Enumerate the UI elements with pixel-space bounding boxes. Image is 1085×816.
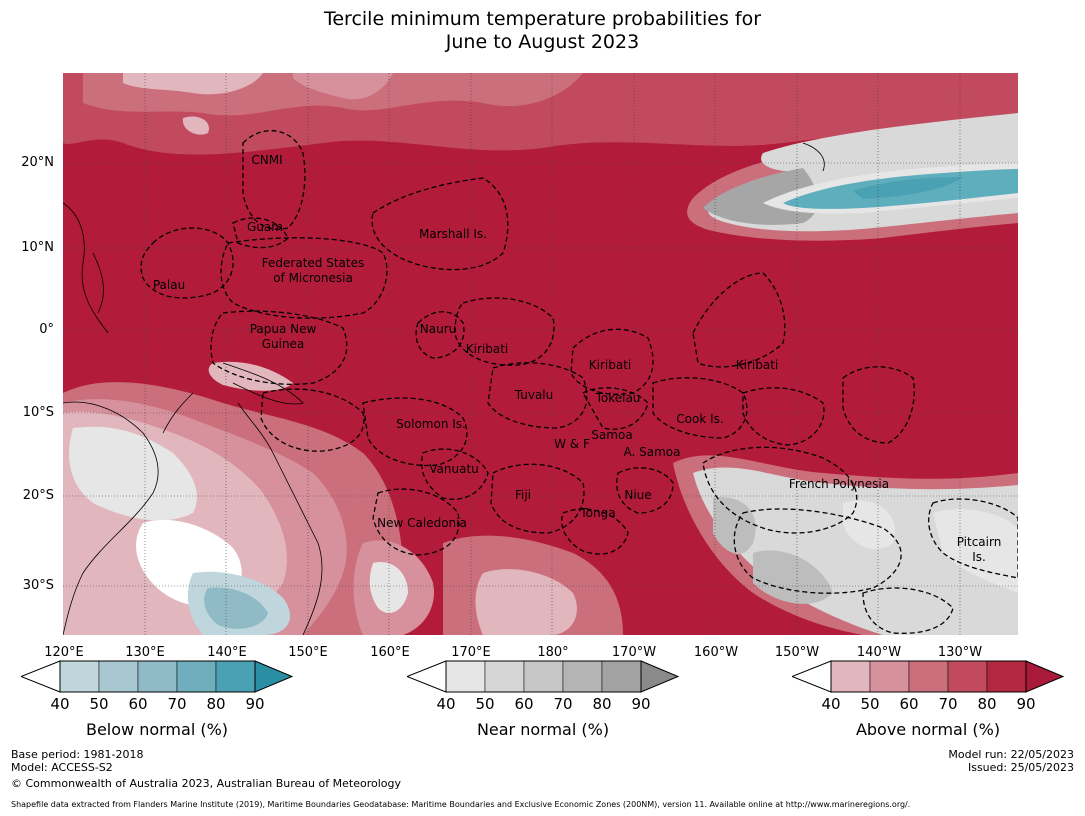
issued-date: Issued: 25/05/2023: [967, 761, 1074, 774]
region-label-tonga: Tonga: [580, 506, 616, 520]
region-label-vanuatu: Vanuatu: [429, 462, 479, 476]
lat-label: 30°S: [22, 578, 54, 593]
colorbar-tick: 50: [860, 695, 880, 713]
region-label-palau: Palau: [152, 278, 186, 292]
region-label-new-caledonia: New Caledonia: [377, 516, 467, 530]
map-shading: [63, 73, 1018, 635]
colorbar-below-swatches: [21, 660, 293, 693]
colorbar-tick: 70: [167, 695, 187, 713]
region-label-pitcairn-1: Pitcairn: [956, 535, 1002, 549]
colorbar-near-swatches: [407, 660, 679, 693]
lon-label: 150°E: [288, 645, 328, 660]
lon-label: 130°E: [125, 645, 165, 660]
colorbar-near-label: Near normal (%): [476, 720, 610, 739]
title-line-2: June to August 2023: [445, 31, 640, 53]
lat-label: 0°: [39, 322, 54, 337]
probability-map: CNMI Guam Marshall Is. Federated States …: [63, 73, 1018, 635]
lon-label: 140°W: [856, 645, 902, 660]
lon-label: 180°: [537, 645, 569, 660]
colorbar-tick: 90: [631, 695, 651, 713]
lon-label: 170°W: [611, 645, 657, 660]
lat-label: 20°S: [22, 488, 54, 503]
lat-label: 10°N: [21, 240, 54, 255]
lon-label: 160°E: [370, 645, 410, 660]
colorbar-tick: 40: [821, 695, 841, 713]
colorbar-tick: 90: [1016, 695, 1036, 713]
region-label-nauru: Nauru: [419, 322, 457, 336]
region-label-samoa: Samoa: [591, 428, 633, 442]
region-label-french-polynesia: French Polynesia: [788, 477, 890, 491]
region-label-niue: Niue: [624, 488, 652, 502]
colorbar-tick: 70: [938, 695, 958, 713]
region-label-tokelau: Tokelau: [595, 391, 641, 405]
title-line-1: Tercile minimum temperature probabilitie…: [323, 8, 762, 30]
region-label-fsm-2: of Micronesia: [273, 271, 353, 285]
region-label-wallis-futuna: W & F: [554, 437, 590, 451]
region-label-tuvalu: Tuvalu: [514, 388, 554, 402]
region-label-marshall: Marshall Is.: [419, 227, 487, 241]
region-label-american-samoa: A. Samoa: [623, 445, 681, 459]
colorbar-tick: 40: [50, 695, 70, 713]
region-label-cnmi: CNMI: [251, 153, 283, 167]
model-run: Model run: 22/05/2023: [948, 748, 1074, 761]
region-label-fsm-1: Federated States: [261, 256, 365, 270]
region-label-kiribati-central: Kiribati: [588, 358, 632, 372]
region-label-guam: Guam: [247, 220, 283, 234]
colorbar-above: [792, 660, 1064, 693]
colorbar-tick: 70: [553, 695, 573, 713]
colorbar-above-swatches: [792, 660, 1064, 693]
lon-label: 170°E: [451, 645, 491, 660]
region-label-cook: Cook Is.: [676, 412, 724, 426]
lat-label: 20°N: [21, 155, 54, 170]
lon-label: 130°W: [937, 645, 983, 660]
region-label-fiji: Fiji: [514, 488, 532, 502]
lon-label: 160°W: [693, 645, 739, 660]
region-label-png-2: Guinea: [261, 337, 305, 351]
colorbar-tick: 50: [89, 695, 109, 713]
base-period: Base period: 1981-2018: [11, 748, 144, 761]
colorbar-above-label: Above normal (%): [855, 720, 1001, 739]
shapefile-credit: Shapefile data extracted from Flanders M…: [11, 800, 911, 809]
region-label-kiribati-east: Kiribati: [735, 358, 779, 372]
colorbar-below-label: Below normal (%): [85, 720, 229, 739]
lon-label: 140°E: [207, 645, 247, 660]
colorbar-tick: 90: [245, 695, 265, 713]
colorbar-near: [407, 660, 679, 693]
region-label-kiribati-west: Kiribati: [465, 342, 509, 356]
region-label-png-1: Papua New: [249, 322, 317, 336]
lon-label: 120°E: [44, 645, 84, 660]
colorbar-tick: 40: [436, 695, 456, 713]
colorbar-tick: 80: [977, 695, 997, 713]
colorbar-tick: 50: [475, 695, 495, 713]
model-name: Model: ACCESS-S2: [11, 761, 113, 774]
colorbar-tick: 80: [206, 695, 226, 713]
colorbar-below: [21, 660, 293, 693]
region-label-pitcairn-2: Is.: [972, 550, 986, 564]
colorbar-tick: 60: [128, 695, 148, 713]
copyright: © Commonwealth of Australia 2023, Austra…: [11, 777, 401, 790]
colorbar-tick: 60: [514, 695, 534, 713]
colorbar-tick: 80: [592, 695, 612, 713]
lon-label: 150°W: [774, 645, 820, 660]
region-label-solomon: Solomon Is.: [396, 417, 466, 431]
lat-label: 10°S: [22, 405, 54, 420]
colorbar-tick: 60: [899, 695, 919, 713]
chart-title: Tercile minimum temperature probabilitie…: [0, 8, 1085, 54]
